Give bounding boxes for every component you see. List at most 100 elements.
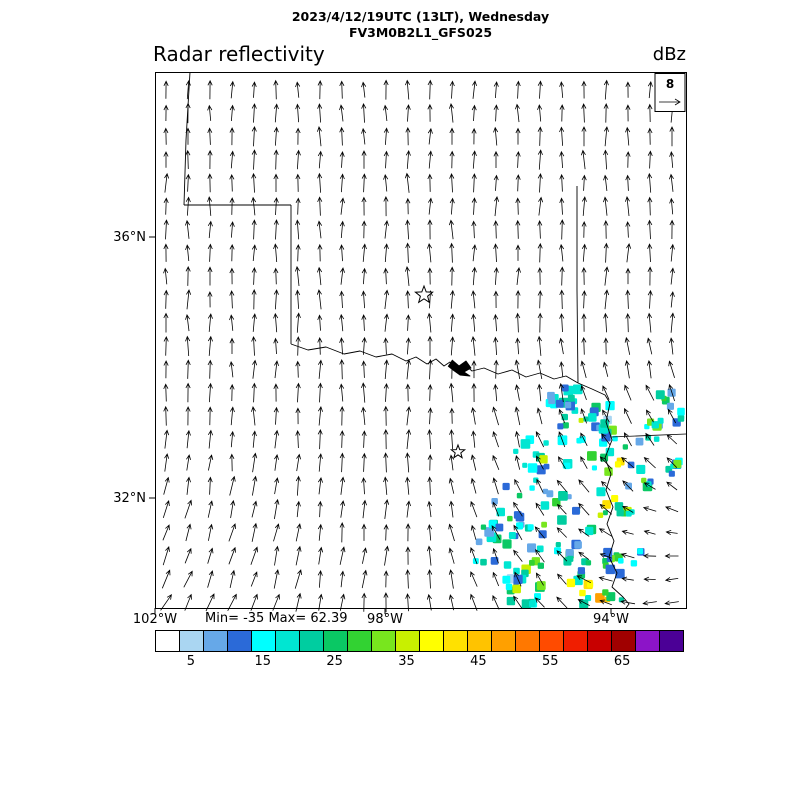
wind-arrow <box>449 382 455 403</box>
wind-arrow <box>251 406 256 426</box>
wind-arrow <box>251 500 258 518</box>
wind-arrow <box>405 546 411 565</box>
wind-arrow <box>669 337 675 355</box>
wind-arrow <box>274 498 280 520</box>
wind-arrow <box>603 196 608 216</box>
wind-arrow <box>251 172 257 193</box>
wind-arrow <box>492 477 499 495</box>
wind-arrow <box>295 197 301 215</box>
radar-cell <box>507 515 513 522</box>
radar-cell <box>565 549 574 558</box>
wind-arrow <box>361 196 367 216</box>
wind-arrow <box>207 476 213 495</box>
wind-arrow <box>667 408 677 424</box>
wind-arrow <box>405 314 411 331</box>
wind-arrow <box>383 243 389 263</box>
wind-arrow <box>642 553 657 559</box>
wind-arrow <box>295 103 301 123</box>
wind-arrow <box>603 174 609 191</box>
wind-arrow <box>339 522 345 543</box>
wind-arrow <box>207 406 213 426</box>
wind-arrow <box>449 127 455 145</box>
colorbar-cell <box>420 631 444 651</box>
colorbar-cell <box>180 631 204 651</box>
wind-arrow <box>470 571 478 587</box>
wind-arrow <box>493 290 499 309</box>
radar-cell <box>635 437 644 446</box>
wind-arrow <box>642 600 657 606</box>
wind-arrow <box>207 382 213 403</box>
wind-arrow <box>470 547 478 565</box>
wind-arrow <box>664 553 679 559</box>
radar-cell <box>566 578 576 588</box>
lat-label-36n: 36°N <box>113 230 146 245</box>
wind-arrow <box>207 79 213 100</box>
wind-arrow <box>427 197 433 215</box>
wind-arrow <box>576 575 592 584</box>
wind-arrow <box>251 335 257 356</box>
wind-arrow <box>295 243 301 262</box>
wind-arrow <box>515 150 521 168</box>
radar-cell <box>496 507 505 517</box>
wind-arrow <box>427 545 432 566</box>
units-label: dBz <box>652 44 686 65</box>
wind-arrow <box>556 596 568 609</box>
wind-arrow <box>207 500 214 518</box>
wind-arrow <box>161 569 171 589</box>
wind-arrow <box>580 360 587 379</box>
wind-arrow <box>163 219 169 240</box>
colorbar-cell <box>516 631 540 651</box>
radar-cell <box>579 589 586 597</box>
border-texas-east <box>577 382 630 609</box>
wind-arrow <box>317 500 323 518</box>
radar-cell <box>673 459 682 468</box>
colorbar-cell <box>252 631 276 651</box>
wind-arrow <box>207 359 213 379</box>
wind-arrow <box>361 267 367 285</box>
wind-arrow <box>427 335 433 356</box>
wind-arrow <box>339 290 345 309</box>
wind-arrow <box>295 500 301 518</box>
wind-arrow <box>162 500 170 519</box>
wind-arrow <box>405 79 411 100</box>
wind-arrow <box>559 104 565 122</box>
wind-arrow <box>384 220 389 239</box>
wind-arrow <box>405 500 411 518</box>
wind-arrow <box>647 150 653 169</box>
wind-arrow <box>251 103 257 123</box>
radar-cell <box>521 599 532 609</box>
wind-arrow <box>163 197 169 215</box>
wind-arrow <box>513 524 523 541</box>
radar-cell <box>555 399 564 408</box>
wind-arrow <box>669 291 675 308</box>
radar-cell <box>588 413 597 422</box>
wind-arrow <box>406 406 412 426</box>
wind-arrow <box>405 337 411 355</box>
wind-arrow <box>252 475 258 496</box>
wind-arrow <box>643 482 656 490</box>
radar-cell <box>622 444 628 450</box>
wind-arrow <box>581 103 587 123</box>
colorbar-cell <box>276 631 300 651</box>
wind-arrow <box>668 383 675 402</box>
wind-arrow <box>426 593 432 611</box>
wind-arrow <box>625 221 631 238</box>
wind-arrow <box>493 243 499 263</box>
wind-arrow <box>515 127 521 145</box>
wind-arrow <box>427 150 433 169</box>
wind-arrow <box>361 452 367 472</box>
radar-cell <box>548 397 556 405</box>
wind-arrow <box>317 172 323 193</box>
wind-arrow <box>603 149 609 170</box>
border-oklahoma-east <box>576 186 579 384</box>
wind-arrow <box>669 219 675 240</box>
wind-arrow <box>427 79 433 100</box>
wind-arrow <box>162 524 170 541</box>
wind-arrow <box>514 359 521 379</box>
wind-arrow <box>183 570 193 588</box>
wind-arrow <box>295 430 301 449</box>
wind-arrow <box>163 151 169 168</box>
wind-arrow <box>515 312 521 333</box>
radar-cell <box>495 523 504 532</box>
